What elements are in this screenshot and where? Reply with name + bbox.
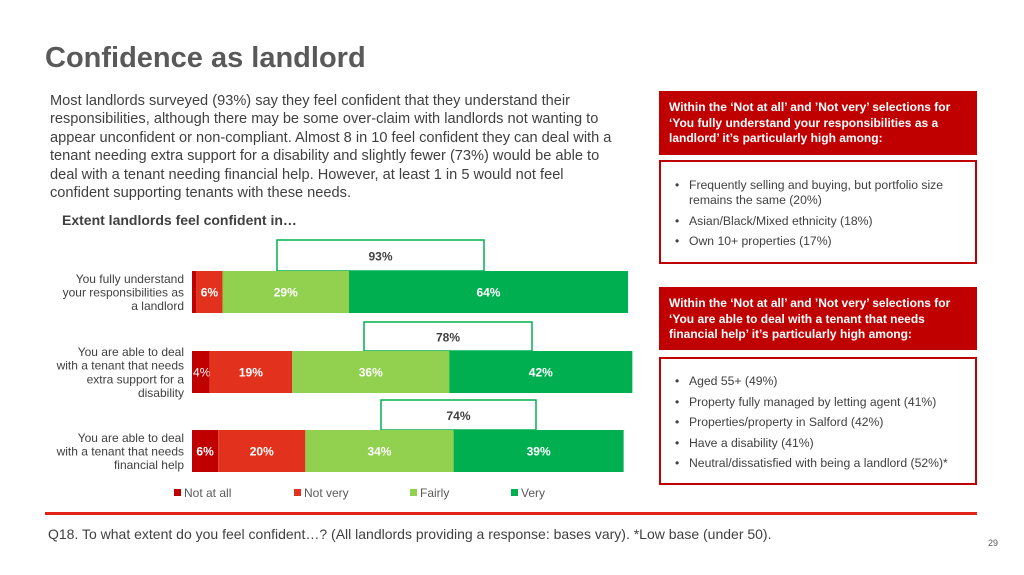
net-confident-label: 78% <box>436 331 460 345</box>
intro-paragraph: Most landlords surveyed (93%) say they f… <box>50 93 612 202</box>
net-confident-label: 93% <box>368 250 392 264</box>
bar-segment <box>196 271 223 313</box>
callout-item: • Asian/Black/Mixed ethnicity (18%) <box>675 213 873 228</box>
callout-item: • Neutral/dissatisfied with being a landl… <box>675 456 948 471</box>
footnote: Q18. To what extent do you feel confiden… <box>48 526 772 542</box>
legend-swatch <box>410 489 417 496</box>
legend-label: Not at all <box>184 486 231 500</box>
net-confident-box <box>380 399 537 431</box>
data-label: 39% <box>527 445 551 459</box>
legend-label: Fairly <box>420 486 449 500</box>
bar-segment <box>192 271 197 313</box>
bullet-icon: • <box>675 178 680 192</box>
callout-list-responsibilities: • Frequently selling and buying, but port… <box>659 160 977 264</box>
net-confident-box <box>363 321 533 352</box>
data-label: 6% <box>196 445 214 459</box>
legend-swatch <box>174 489 181 496</box>
bullet-icon: • <box>675 415 680 430</box>
callout-list-financial-help: • Aged 55+ (49%) • Property fully managed … <box>659 357 977 485</box>
bullet-icon: • <box>675 394 680 409</box>
callout-item: • Frequently selling and buying, but port… <box>675 178 944 207</box>
bullet-icon: • <box>675 234 680 249</box>
chart-title: Extent landlords feel confident in… <box>62 212 297 228</box>
net-confident-label: 74% <box>446 409 470 423</box>
footer-divider <box>45 512 977 515</box>
bullet-icon: • <box>675 374 680 388</box>
bar-segment <box>449 351 633 393</box>
bar-segment <box>222 271 349 313</box>
bullet-icon: • <box>675 456 680 471</box>
bar-segment <box>192 430 219 472</box>
data-label: 42% <box>529 366 553 380</box>
data-label: 64% <box>476 286 500 300</box>
net-confident-box <box>276 239 485 272</box>
bar-segment <box>453 430 624 472</box>
bar-segment <box>292 351 450 393</box>
bar-segment <box>348 271 628 313</box>
legend-swatch <box>294 489 301 496</box>
category-label: You are able to deal with a tenant that n… <box>56 345 185 400</box>
callout-item: • Property fully managed by letting agent… <box>675 394 937 409</box>
data-label: 4% <box>193 366 211 380</box>
page-title: Confidence as landlord <box>45 42 366 74</box>
category-label: You fully understand your responsibilitie… <box>63 272 184 313</box>
callout-heading-responsibilities: Within the ‘Not at all’ and ’Not very’ s… <box>659 91 977 155</box>
data-label: 29% <box>274 286 298 300</box>
legend-swatch <box>511 489 518 496</box>
legend-label: Not very <box>304 486 349 500</box>
data-label: 20% <box>250 445 274 459</box>
bar-segment <box>192 351 210 393</box>
data-label: 19% <box>239 366 263 380</box>
callout-heading-financial-help: Within the ‘Not at all’ and ’Not very’ s… <box>659 287 977 350</box>
stacked-bar-chart: 93% 6% 29% 64% You fully understand your resp… <box>56 239 633 500</box>
data-label: 34% <box>367 445 391 459</box>
page-number: 29 <box>988 538 999 548</box>
bar-segment <box>305 430 454 472</box>
callout-item: • Have a disability (41%) <box>675 435 814 450</box>
callout-item: • Properties/property in Salford (42%) <box>675 415 884 430</box>
bar-segment <box>209 351 293 393</box>
callout-item: • Aged 55+ (49%) <box>675 374 778 388</box>
bullet-icon: • <box>675 435 680 450</box>
data-label: 36% <box>359 366 383 380</box>
bar-segment <box>218 430 306 472</box>
category-label: You are able to deal with a tenant that n… <box>56 431 185 472</box>
legend-label: Very <box>521 486 545 500</box>
data-label: 6% <box>201 286 219 300</box>
bullet-icon: • <box>675 213 680 228</box>
callout-item: • Own 10+ properties (17%) <box>675 234 832 249</box>
